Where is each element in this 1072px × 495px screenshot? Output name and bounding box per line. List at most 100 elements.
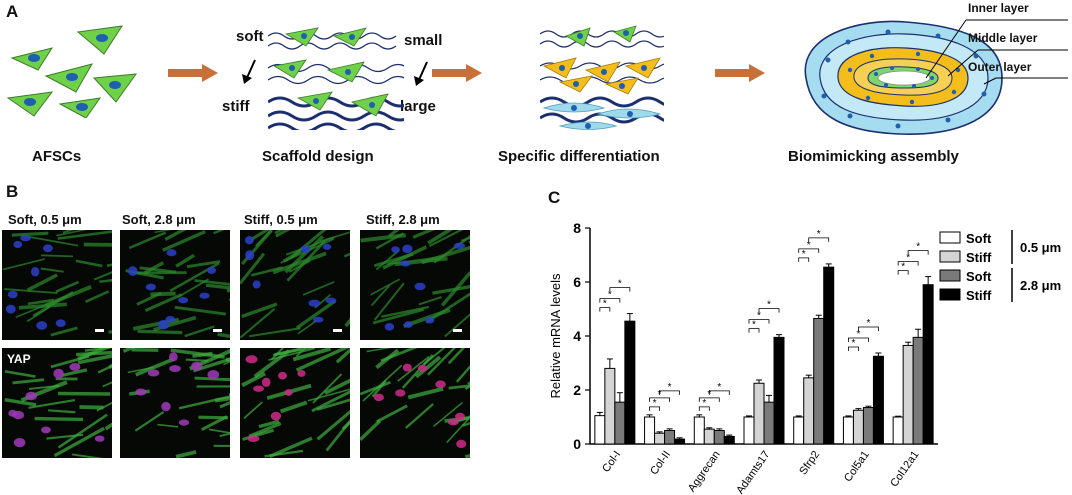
significance-star: *: [856, 329, 860, 340]
soft-stiff-arrow-icon: [242, 59, 256, 84]
significance-star: *: [653, 398, 657, 409]
significance-bracket: [708, 390, 730, 395]
bar: [743, 416, 755, 445]
significance-star: *: [866, 318, 870, 329]
category-label: Col-II: [648, 449, 673, 477]
bar: [664, 430, 676, 445]
bar: [902, 344, 914, 445]
significance-bracket: [897, 270, 909, 275]
significance-star: *: [603, 299, 607, 310]
significance-star: *: [807, 240, 811, 251]
caption-specific-differentiation: Specific differentiation: [498, 148, 660, 165]
significance-bracket: [698, 397, 720, 402]
bar: [842, 416, 854, 445]
category-label: Adamts17: [734, 449, 772, 495]
bar: [674, 438, 686, 445]
panel-a-letter: A: [6, 2, 19, 21]
category-label: Sfrp2: [797, 449, 822, 477]
column-title: Soft, 0.5 μm: [8, 212, 82, 227]
significance-bracket: [599, 298, 621, 303]
y-tick-label: 8: [573, 220, 581, 236]
significance-bracket: [609, 287, 631, 292]
small-large-arrow-icon: [414, 61, 428, 86]
bar: [793, 416, 805, 445]
column-title: Stiff, 0.5 μm: [244, 212, 318, 227]
y-tick-label: 0: [573, 436, 581, 452]
bar: [644, 416, 656, 445]
significance-star: *: [608, 290, 612, 301]
y-axis-label: Relative mRNA levels: [548, 273, 563, 398]
scale-bar: [213, 329, 222, 332]
legend-label: Stiff: [966, 288, 992, 303]
bar: [753, 382, 765, 445]
microscopy-image: [2, 230, 112, 340]
significance-bracket: [758, 308, 780, 313]
bar: [892, 416, 904, 445]
significance-star: *: [916, 242, 920, 253]
y-tick-label: 6: [573, 274, 581, 290]
scale-bar: [333, 329, 342, 332]
bar: [803, 377, 815, 445]
label-inner-layer: Inner layer: [968, 1, 1029, 15]
significance-bracket: [848, 346, 859, 352]
scale-bar: [95, 329, 104, 332]
scaffold-design-illustration: [268, 27, 404, 130]
bar: [703, 428, 715, 445]
legend-label: Soft: [966, 269, 992, 284]
bar: [823, 266, 835, 445]
bar: [594, 415, 606, 445]
bar: [723, 435, 735, 445]
significance-star: *: [901, 262, 905, 273]
bar: [604, 367, 616, 445]
bar: [813, 317, 825, 445]
significance-star: *: [668, 382, 672, 393]
significance-bracket: [659, 390, 680, 395]
legend-group-label: 0.5 μm: [1020, 240, 1061, 255]
label-middle-layer: Middle layer: [968, 31, 1038, 45]
scale-bar: [453, 329, 462, 332]
significance-bracket: [599, 307, 611, 312]
afsc-cells-illustration: [6, 25, 138, 118]
y-tick-label: 4: [573, 328, 581, 344]
bar: [614, 401, 626, 445]
process-arrow-icon: [432, 64, 482, 82]
category-label: Aggrecan: [686, 449, 723, 494]
legend-swatch: [939, 231, 961, 244]
microscopy-image: [120, 230, 230, 340]
bar: [713, 430, 725, 445]
significance-star: *: [702, 398, 706, 409]
significance-bracket: [698, 406, 710, 411]
bar: [862, 407, 874, 445]
panel-c-letter: C: [548, 188, 561, 207]
yap-label: YAP: [7, 352, 31, 366]
microscopy-image: [360, 230, 470, 340]
significance-bracket: [649, 406, 660, 411]
significance-bracket: [748, 328, 760, 333]
significance-bracket: [798, 248, 820, 253]
bar: [624, 320, 636, 445]
legend-swatch: [939, 288, 961, 301]
microscopy-image: [120, 348, 230, 458]
bar: [773, 336, 785, 445]
process-arrow-icon: [168, 64, 218, 82]
microscopy-image: YAP: [2, 348, 112, 458]
legend-swatch: [939, 250, 961, 263]
differentiation-illustration: [540, 25, 664, 130]
category-label: Col12a1: [888, 449, 921, 489]
significance-star: *: [802, 249, 806, 260]
caption-biomimicking-assembly: Biomimicking assembly: [788, 148, 959, 165]
significance-bracket: [748, 319, 770, 324]
bar: [922, 284, 934, 445]
significance-star: *: [752, 320, 756, 331]
bar: [654, 432, 666, 445]
legend-group-label: 2.8 μm: [1020, 278, 1061, 293]
bar: [912, 336, 924, 445]
significance-bracket: [649, 397, 670, 402]
significance-bracket: [858, 326, 879, 332]
label-soft: soft: [236, 28, 264, 45]
label-large: large: [400, 98, 436, 115]
legend-swatch: [939, 269, 961, 282]
legend-label: Stiff: [966, 250, 992, 265]
caption-afscs: AFSCs: [32, 148, 82, 165]
